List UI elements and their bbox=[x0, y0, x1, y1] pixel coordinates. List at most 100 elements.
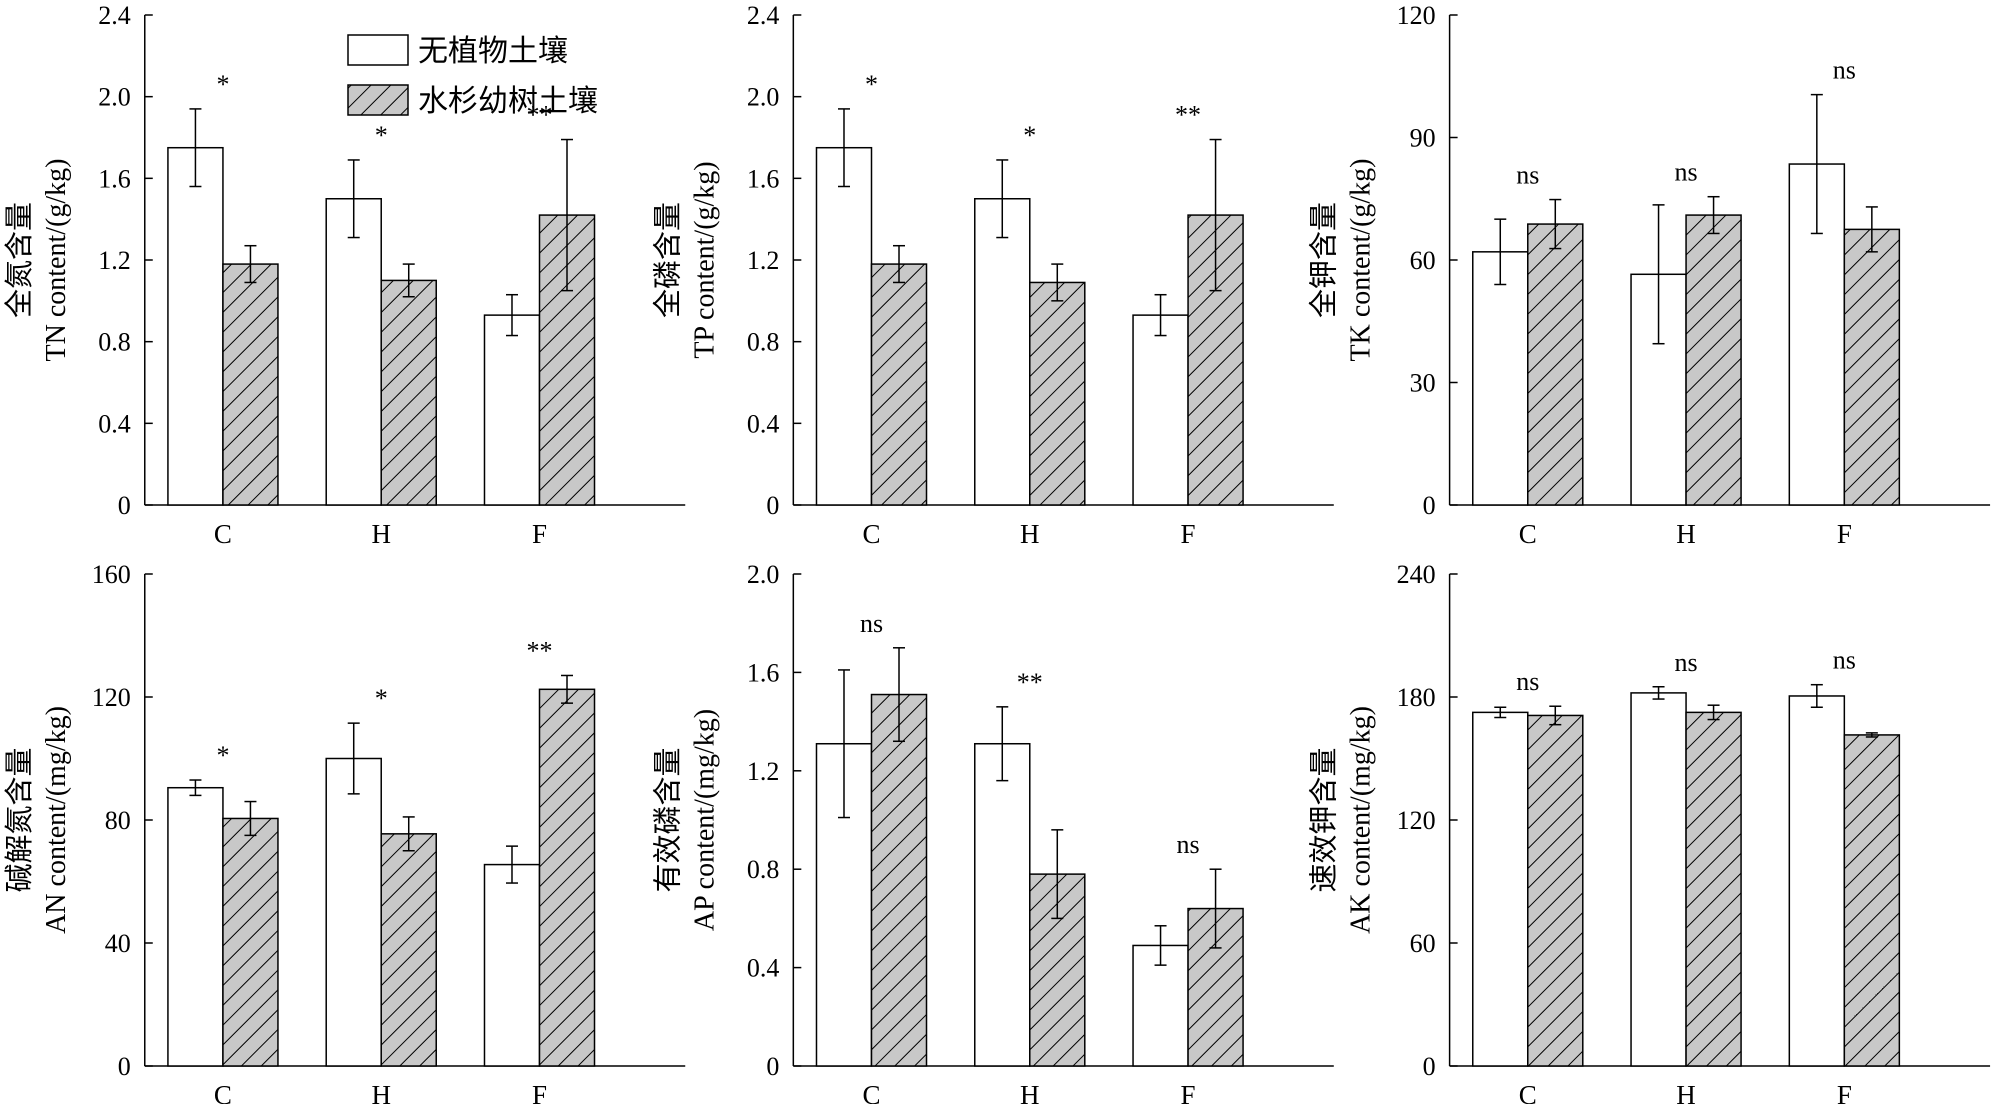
chart-panel-2: 0 0.4 0.8 1.2 1.6 2.0 2.4 全磷含量 TP content/(g/kg)… bbox=[651, 1, 1334, 549]
legend-swatch-metasequoia bbox=[347, 84, 409, 116]
y-tick-label: 0 bbox=[118, 491, 131, 520]
significance-label: * bbox=[375, 684, 388, 713]
bar-no-plant bbox=[1472, 711, 1529, 1067]
bar-no-plant bbox=[1132, 314, 1189, 506]
y-tick-label: 60 bbox=[1410, 929, 1436, 958]
bar-metasequoia bbox=[1685, 214, 1742, 506]
y-tick-label: 60 bbox=[1410, 246, 1436, 275]
x-category-label: F bbox=[1837, 1080, 1852, 1104]
bar-no-plant bbox=[483, 314, 541, 506]
bar-no-plant bbox=[167, 146, 224, 506]
y-axis-label-en: AP content/(mg/kg) bbox=[689, 709, 720, 931]
x-category-label: C bbox=[862, 519, 880, 549]
significance-label: ns bbox=[1516, 161, 1539, 190]
charts-group: 0 0.4 0.8 1.2 1.6 2.0 2.4 全氮含量 TN content/(g/kg)… bbox=[3, 1, 1991, 1104]
y-tick-label: 0.8 bbox=[747, 855, 780, 884]
bar-no-plant bbox=[815, 146, 873, 506]
y-tick-label: 0.4 bbox=[98, 409, 131, 438]
x-category-label: C bbox=[1519, 1080, 1537, 1104]
bar-metasequoia bbox=[380, 833, 437, 1067]
significance-label: ns bbox=[1674, 158, 1697, 187]
significance-label: ns bbox=[1516, 667, 1539, 696]
y-tick-label: 0.8 bbox=[98, 328, 131, 357]
bar-metasequoia bbox=[222, 817, 279, 1067]
significance-label: ns bbox=[860, 609, 883, 638]
chart-panel-6: 0 60 120 180 240 速效钾含量 AK content/(mg/kg) Cns Hn… bbox=[1308, 560, 1991, 1104]
y-tick-label: 0.4 bbox=[747, 409, 780, 438]
y-axis-label-en: AN content/(mg/kg) bbox=[41, 706, 72, 934]
y-tick-label: 0.4 bbox=[747, 954, 780, 983]
y-tick-label: 240 bbox=[1397, 560, 1436, 589]
y-axis-label-cn: 速效钾含量 bbox=[1308, 747, 1341, 892]
y-axis-label-cn: 全氮含量 bbox=[3, 202, 36, 318]
significance-label: ** bbox=[527, 101, 553, 130]
significance-label: ns bbox=[1833, 56, 1856, 85]
significance-label: ns bbox=[1674, 648, 1697, 677]
x-category-label: C bbox=[862, 1080, 880, 1104]
x-category-label: F bbox=[532, 1080, 547, 1104]
significance-label: * bbox=[1023, 121, 1036, 150]
y-tick-label: 120 bbox=[1397, 1, 1436, 30]
significance-label: ns bbox=[1833, 646, 1856, 675]
significance-label: ** bbox=[1017, 668, 1043, 697]
y-axis-label-cn: 全磷含量 bbox=[651, 202, 684, 318]
x-category-label: H bbox=[1676, 1080, 1696, 1104]
bar-no-plant bbox=[1630, 692, 1687, 1067]
chart-panel-5: 0 0.4 0.8 1.2 1.6 2.0 有效磷含量 AP content/(mg/kg) C… bbox=[651, 560, 1334, 1104]
y-tick-label: 0 bbox=[118, 1052, 131, 1081]
x-category-label: F bbox=[532, 519, 547, 549]
legend-swatch-no-plant bbox=[347, 34, 409, 66]
y-axis-label-en: TP content/(g/kg) bbox=[689, 161, 720, 358]
y-tick-label: 2.0 bbox=[747, 83, 780, 112]
y-tick-label: 2.0 bbox=[98, 83, 131, 112]
y-tick-label: 0 bbox=[1423, 1052, 1436, 1081]
y-tick-label: 180 bbox=[1397, 683, 1436, 712]
y-tick-label: 160 bbox=[92, 560, 131, 589]
significance-label: ** bbox=[527, 636, 553, 665]
y-tick-label: 0 bbox=[766, 1052, 779, 1081]
bar-no-plant bbox=[974, 742, 1031, 1067]
y-axis-label-cn: 有效磷含量 bbox=[651, 747, 684, 892]
significance-label: * bbox=[865, 70, 878, 99]
significance-label: * bbox=[375, 121, 388, 150]
bar-metasequoia bbox=[1527, 223, 1584, 506]
x-category-label: C bbox=[1519, 519, 1537, 549]
y-tick-label: 80 bbox=[105, 806, 131, 835]
bar-no-plant bbox=[1472, 251, 1529, 506]
x-category-label: H bbox=[1020, 519, 1040, 549]
chart-panel-3: 0 30 60 90 120 全钾含量 TK content/(g/kg) Cns Hns Fns bbox=[1308, 1, 1991, 549]
significance-label: ns bbox=[1176, 830, 1199, 859]
y-tick-label: 1.6 bbox=[747, 658, 780, 687]
y-tick-label: 2.0 bbox=[747, 560, 780, 589]
bar-metasequoia bbox=[870, 263, 928, 506]
x-category-label: C bbox=[214, 519, 232, 549]
y-tick-label: 90 bbox=[1410, 124, 1436, 153]
bar-metasequoia bbox=[222, 263, 279, 506]
x-category-label: C bbox=[214, 1080, 232, 1104]
bar-no-plant bbox=[1788, 695, 1846, 1067]
bar-metasequoia bbox=[1843, 228, 1901, 506]
y-tick-label: 1.2 bbox=[98, 246, 131, 275]
x-category-label: F bbox=[1181, 519, 1196, 549]
bar-metasequoia bbox=[1685, 711, 1742, 1067]
y-tick-label: 40 bbox=[105, 929, 131, 958]
y-axis-label-en: TN content/(g/kg) bbox=[41, 159, 72, 362]
x-category-label: H bbox=[371, 1080, 391, 1104]
x-category-label: H bbox=[371, 519, 391, 549]
bar-metasequoia bbox=[870, 693, 928, 1067]
legend: 无植物土壤 水杉幼树土壤 bbox=[347, 34, 598, 118]
y-tick-label: 1.6 bbox=[747, 164, 780, 193]
bar-metasequoia bbox=[1527, 714, 1584, 1067]
legend-label-metasequoia: 水杉幼树土壤 bbox=[418, 85, 598, 118]
bar-no-plant bbox=[325, 198, 382, 506]
bar-metasequoia bbox=[380, 279, 437, 506]
y-tick-label: 0 bbox=[1423, 491, 1436, 520]
y-tick-label: 1.2 bbox=[747, 246, 780, 275]
bar-no-plant bbox=[483, 863, 541, 1067]
chart-panel-1: 0 0.4 0.8 1.2 1.6 2.0 2.4 全氮含量 TN content/(g/kg)… bbox=[3, 1, 686, 549]
bar-metasequoia bbox=[1843, 734, 1901, 1067]
bar-no-plant bbox=[325, 757, 382, 1067]
significance-label: * bbox=[216, 741, 229, 770]
y-axis-label-en: AK content/(mg/kg) bbox=[1346, 706, 1377, 934]
